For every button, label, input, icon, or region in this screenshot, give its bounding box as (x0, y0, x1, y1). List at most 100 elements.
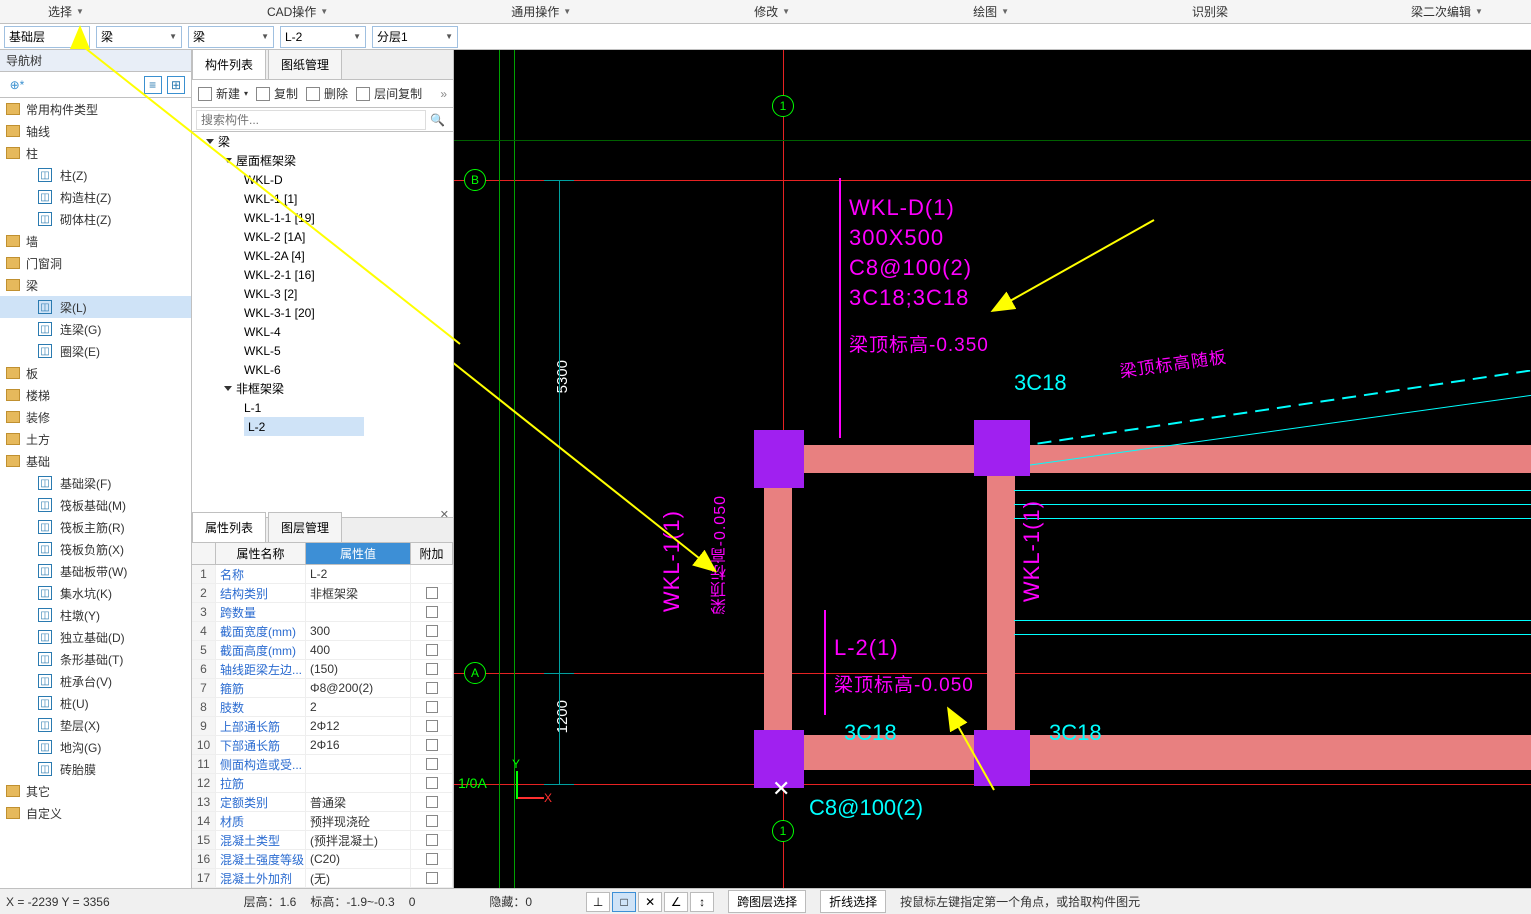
nav-leaf[interactable]: ◫连梁(G) (0, 318, 191, 340)
snap-btn-3[interactable]: ✕ (638, 892, 662, 912)
prop-value[interactable]: L-2 (306, 565, 411, 583)
checkbox-icon[interactable] (426, 644, 438, 656)
prop-add[interactable] (411, 660, 453, 678)
nav-leaf[interactable]: ◫集水坑(K) (0, 582, 191, 604)
comp-tree-item[interactable]: WKL-3 [2] (192, 284, 453, 303)
nav-leaf[interactable]: ◫条形基础(T) (0, 648, 191, 670)
prop-value[interactable]: 300 (306, 622, 411, 640)
property-row[interactable]: 12拉筋 (192, 774, 453, 793)
prop-add[interactable] (411, 793, 453, 811)
nav-category[interactable]: 其它 (0, 780, 191, 802)
nav-leaf[interactable]: ◫桩(U) (0, 692, 191, 714)
nav-category[interactable]: 梁 (0, 274, 191, 296)
nav-leaf[interactable]: ◫筏板基础(M) (0, 494, 191, 516)
search-input[interactable] (196, 110, 426, 130)
checkbox-icon[interactable] (426, 815, 438, 827)
nav-category[interactable]: 板 (0, 362, 191, 384)
nav-leaf[interactable]: ◫独立基础(D) (0, 626, 191, 648)
dd-component-name[interactable]: L-2▼ (280, 26, 366, 48)
nav-leaf[interactable]: ◫地沟(G) (0, 736, 191, 758)
property-row[interactable]: 3跨数量 (192, 603, 453, 622)
property-row[interactable]: 15混凝土类型(预拌混凝土) (192, 831, 453, 850)
prop-add[interactable] (411, 565, 453, 583)
prop-add[interactable] (411, 698, 453, 716)
property-row[interactable]: 11侧面构造或受... (192, 755, 453, 774)
property-row[interactable]: 5截面高度(mm)400 (192, 641, 453, 660)
checkbox-icon[interactable] (426, 834, 438, 846)
btn-new[interactable]: 新建 ▾ (198, 85, 248, 102)
menu-recognize-beam[interactable]: 识别梁 (1184, 3, 1236, 20)
prop-add[interactable] (411, 641, 453, 659)
checkbox-icon[interactable] (426, 796, 438, 808)
dd-sublayer[interactable]: 分层1▼ (372, 26, 458, 48)
property-row[interactable]: 10下部通长筋2Φ16 (192, 736, 453, 755)
menu-select[interactable]: 选择▼ (40, 3, 92, 20)
checkbox-icon[interactable] (426, 701, 438, 713)
dd-floor-layer[interactable]: 基础层▼ (4, 26, 90, 48)
btn-copy[interactable]: 复制 (256, 85, 298, 102)
checkbox-icon[interactable] (426, 682, 438, 694)
property-row[interactable]: 14材质预拌现浇砼 (192, 812, 453, 831)
comp-tree-item[interactable]: WKL-5 (192, 341, 453, 360)
dd-type[interactable]: 梁▼ (188, 26, 274, 48)
comp-tree-item[interactable]: WKL-6 (192, 360, 453, 379)
nav-leaf[interactable]: ◫垫层(X) (0, 714, 191, 736)
tab-component-list[interactable]: 构件列表 (192, 49, 266, 79)
prop-value[interactable]: (150) (306, 660, 411, 678)
prop-value[interactable]: 400 (306, 641, 411, 659)
snap-btn-5[interactable]: ↕ (690, 892, 714, 912)
nav-leaf[interactable]: ◫柱墩(Y) (0, 604, 191, 626)
checkbox-icon[interactable] (426, 625, 438, 637)
menu-modify[interactable]: 修改▼ (746, 3, 798, 20)
checkbox-icon[interactable] (426, 853, 438, 865)
property-row[interactable]: 9上部通长筋2Φ12 (192, 717, 453, 736)
comp-tree-group[interactable]: 非框架梁 (192, 379, 453, 398)
status-cross-layer[interactable]: 跨图层选择 (728, 890, 806, 913)
tab-drawing-mgmt[interactable]: 图纸管理 (268, 49, 342, 79)
prop-value[interactable]: Φ8@200(2) (306, 679, 411, 697)
status-polyline[interactable]: 折线选择 (820, 890, 886, 913)
comp-tree-item[interactable]: WKL-1 [1] (192, 189, 453, 208)
prop-value[interactable] (306, 603, 411, 621)
checkbox-icon[interactable] (426, 587, 438, 599)
prop-value[interactable] (306, 774, 411, 792)
tab-layer-mgmt[interactable]: 图层管理 (268, 512, 342, 542)
comp-tree-item[interactable]: WKL-4 (192, 322, 453, 341)
snap-btn-1[interactable]: ⊥ (586, 892, 610, 912)
prop-add[interactable] (411, 812, 453, 830)
nav-leaf[interactable]: ◫筏板负筋(X) (0, 538, 191, 560)
property-row[interactable]: 16混凝土强度等级(C20) (192, 850, 453, 869)
checkbox-icon[interactable] (426, 777, 438, 789)
drawing-canvas[interactable]: 1 1 B A 1/0A (454, 50, 1531, 888)
property-row[interactable]: 7箍筋Φ8@200(2) (192, 679, 453, 698)
comp-tree-item[interactable]: L-1 (192, 398, 453, 417)
nav-leaf[interactable]: ◫基础板带(W) (0, 560, 191, 582)
checkbox-icon[interactable] (426, 872, 438, 884)
nav-leaf[interactable]: ◫砖胎膜 (0, 758, 191, 780)
prop-add[interactable] (411, 622, 453, 640)
comp-tree-item[interactable]: WKL-3-1 [20] (192, 303, 453, 322)
prop-value[interactable]: (预拌混凝土) (306, 831, 411, 849)
menu-general[interactable]: 通用操作▼ (503, 3, 579, 20)
prop-add[interactable] (411, 774, 453, 792)
property-row[interactable]: 17混凝土外加剂(无) (192, 869, 453, 888)
checkbox-icon[interactable] (426, 606, 438, 618)
prop-add[interactable] (411, 850, 453, 868)
snap-btn-2[interactable]: □ (612, 892, 636, 912)
nav-category[interactable]: 常用构件类型 (0, 98, 191, 120)
nav-leaf[interactable]: ◫基础梁(F) (0, 472, 191, 494)
property-row[interactable]: 8肢数2 (192, 698, 453, 717)
prop-value[interactable]: (C20) (306, 850, 411, 868)
prop-add[interactable] (411, 584, 453, 602)
nav-category[interactable]: 基础 (0, 450, 191, 472)
nav-category[interactable]: 装修 (0, 406, 191, 428)
property-row[interactable]: 6轴线距梁左边...(150) (192, 660, 453, 679)
prop-value[interactable]: (无) (306, 869, 411, 887)
checkbox-icon[interactable] (426, 720, 438, 732)
prop-value[interactable]: 2Φ12 (306, 717, 411, 735)
prop-value[interactable]: 普通梁 (306, 793, 411, 811)
checkbox-icon[interactable] (426, 739, 438, 751)
tab-property-list[interactable]: 属性列表 (192, 512, 266, 542)
menu-draw[interactable]: 绘图▼ (965, 3, 1017, 20)
snap-btn-4[interactable]: ∠ (664, 892, 688, 912)
